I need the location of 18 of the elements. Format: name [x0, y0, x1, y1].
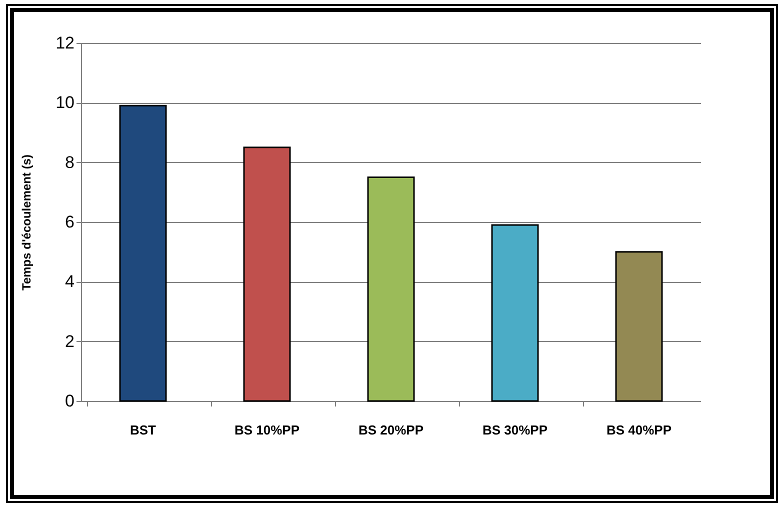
x-tick-label: BS 30%PP	[482, 422, 548, 438]
x-tick-label: BS 20%PP	[358, 422, 424, 438]
y-tick-label: 2	[65, 332, 74, 351]
x-tick-label: BS 10%PP	[234, 422, 300, 438]
bar	[367, 176, 415, 402]
y-tick-label: 4	[65, 272, 74, 292]
y-tick-label: 8	[65, 152, 74, 172]
x-tick-label: BS 40%PP	[606, 422, 672, 438]
bar	[615, 251, 663, 402]
bar	[119, 104, 167, 402]
y-axis-title: Temps d'écoulement (s)	[20, 154, 34, 290]
y-tick-label: 10	[56, 93, 74, 112]
x-tick-label: BST	[130, 422, 156, 438]
bar	[243, 146, 291, 402]
y-tick-label: 6	[65, 212, 74, 232]
y-tick-label: 0	[65, 392, 74, 410]
bar	[491, 224, 539, 402]
y-tick-label: 12	[56, 34, 74, 52]
